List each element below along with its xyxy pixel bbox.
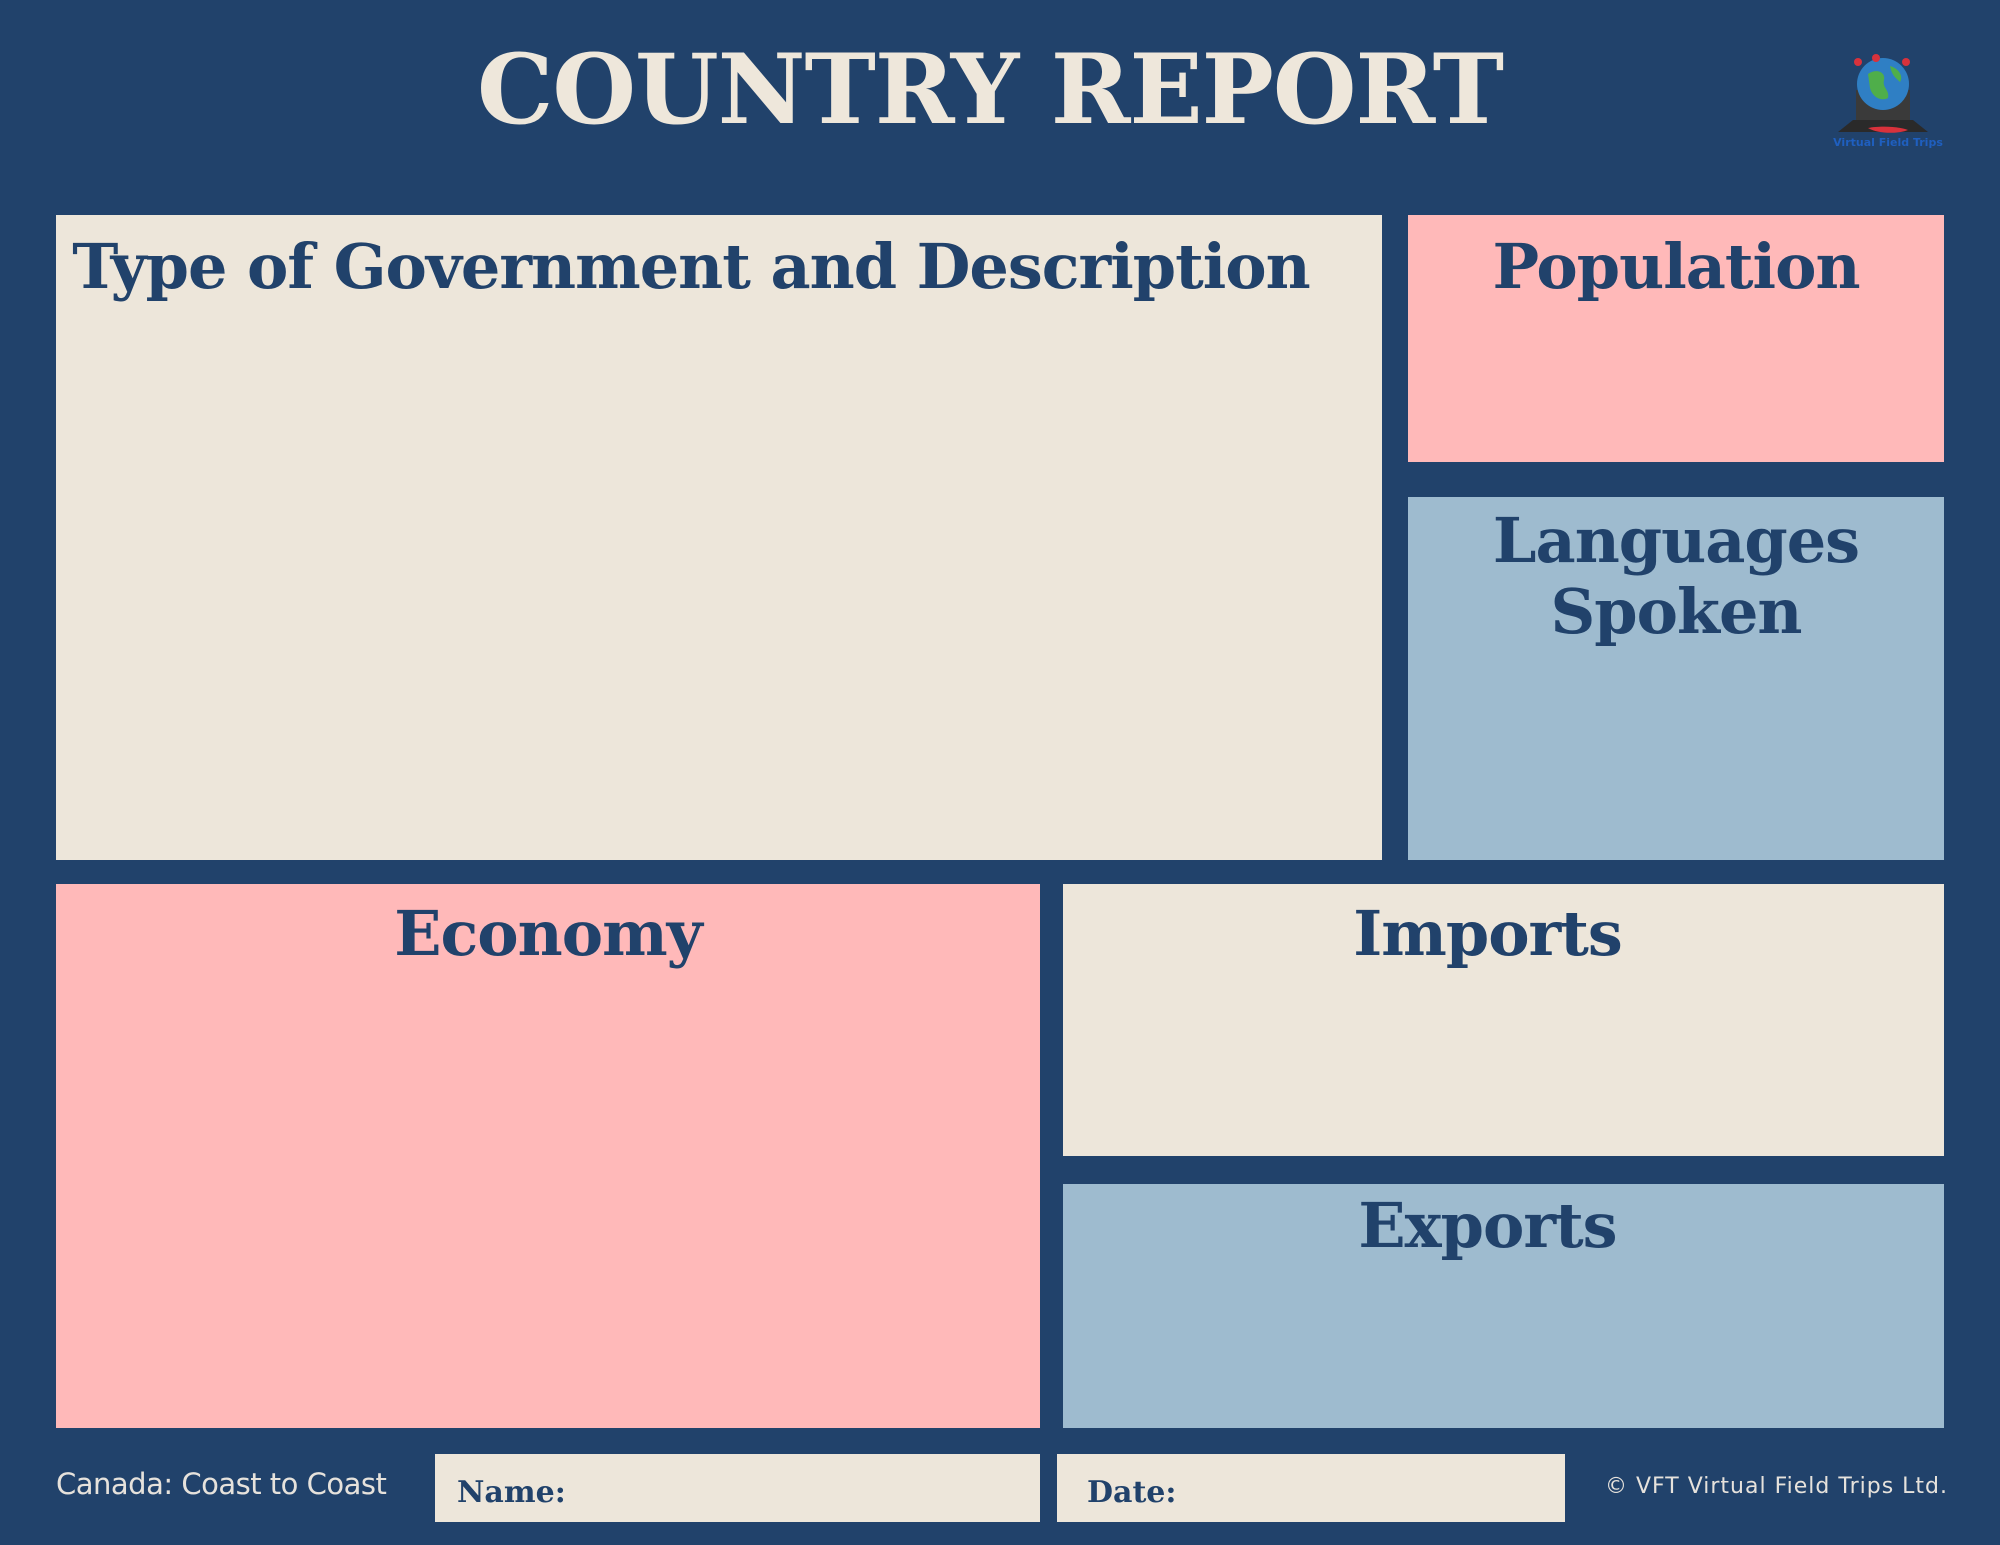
population-section[interactable]: Population	[1408, 215, 1944, 462]
logo-text: Virtual Field Trips	[1833, 136, 1943, 149]
name-field[interactable]: Name:	[435, 1454, 1040, 1522]
exports-section[interactable]: Exports	[1063, 1184, 1944, 1428]
languages-heading: Languages Spoken	[1408, 497, 1944, 648]
exports-heading: Exports	[1358, 1189, 1617, 1262]
footer-subtitle: Canada: Coast to Coast	[56, 1467, 387, 1501]
population-heading: Population	[1492, 230, 1860, 303]
imports-heading: Imports	[1353, 897, 1623, 970]
government-section[interactable]: Type of Government and Description	[56, 215, 1382, 860]
date-field[interactable]: Date:	[1057, 1454, 1565, 1522]
virtual-field-trips-logo: Virtual Field Trips	[1828, 50, 1958, 150]
languages-section[interactable]: Languages Spoken	[1408, 497, 1944, 860]
date-label: Date:	[1087, 1474, 1177, 1510]
imports-section[interactable]: Imports	[1063, 884, 1944, 1156]
name-label: Name:	[457, 1474, 566, 1510]
globe-laptop-icon: Virtual Field Trips	[1833, 54, 1943, 149]
economy-section[interactable]: Economy	[56, 884, 1040, 1428]
government-heading: Type of Government and Description	[72, 230, 1310, 303]
page-title: COUNTRY REPORT	[476, 33, 1504, 146]
copyright-text: © VFT Virtual Field Trips Ltd.	[1604, 1474, 1948, 1499]
languages-heading-line1: Languages	[1492, 504, 1860, 577]
economy-heading: Economy	[394, 897, 702, 970]
languages-heading-line2: Spoken	[1550, 575, 1803, 649]
